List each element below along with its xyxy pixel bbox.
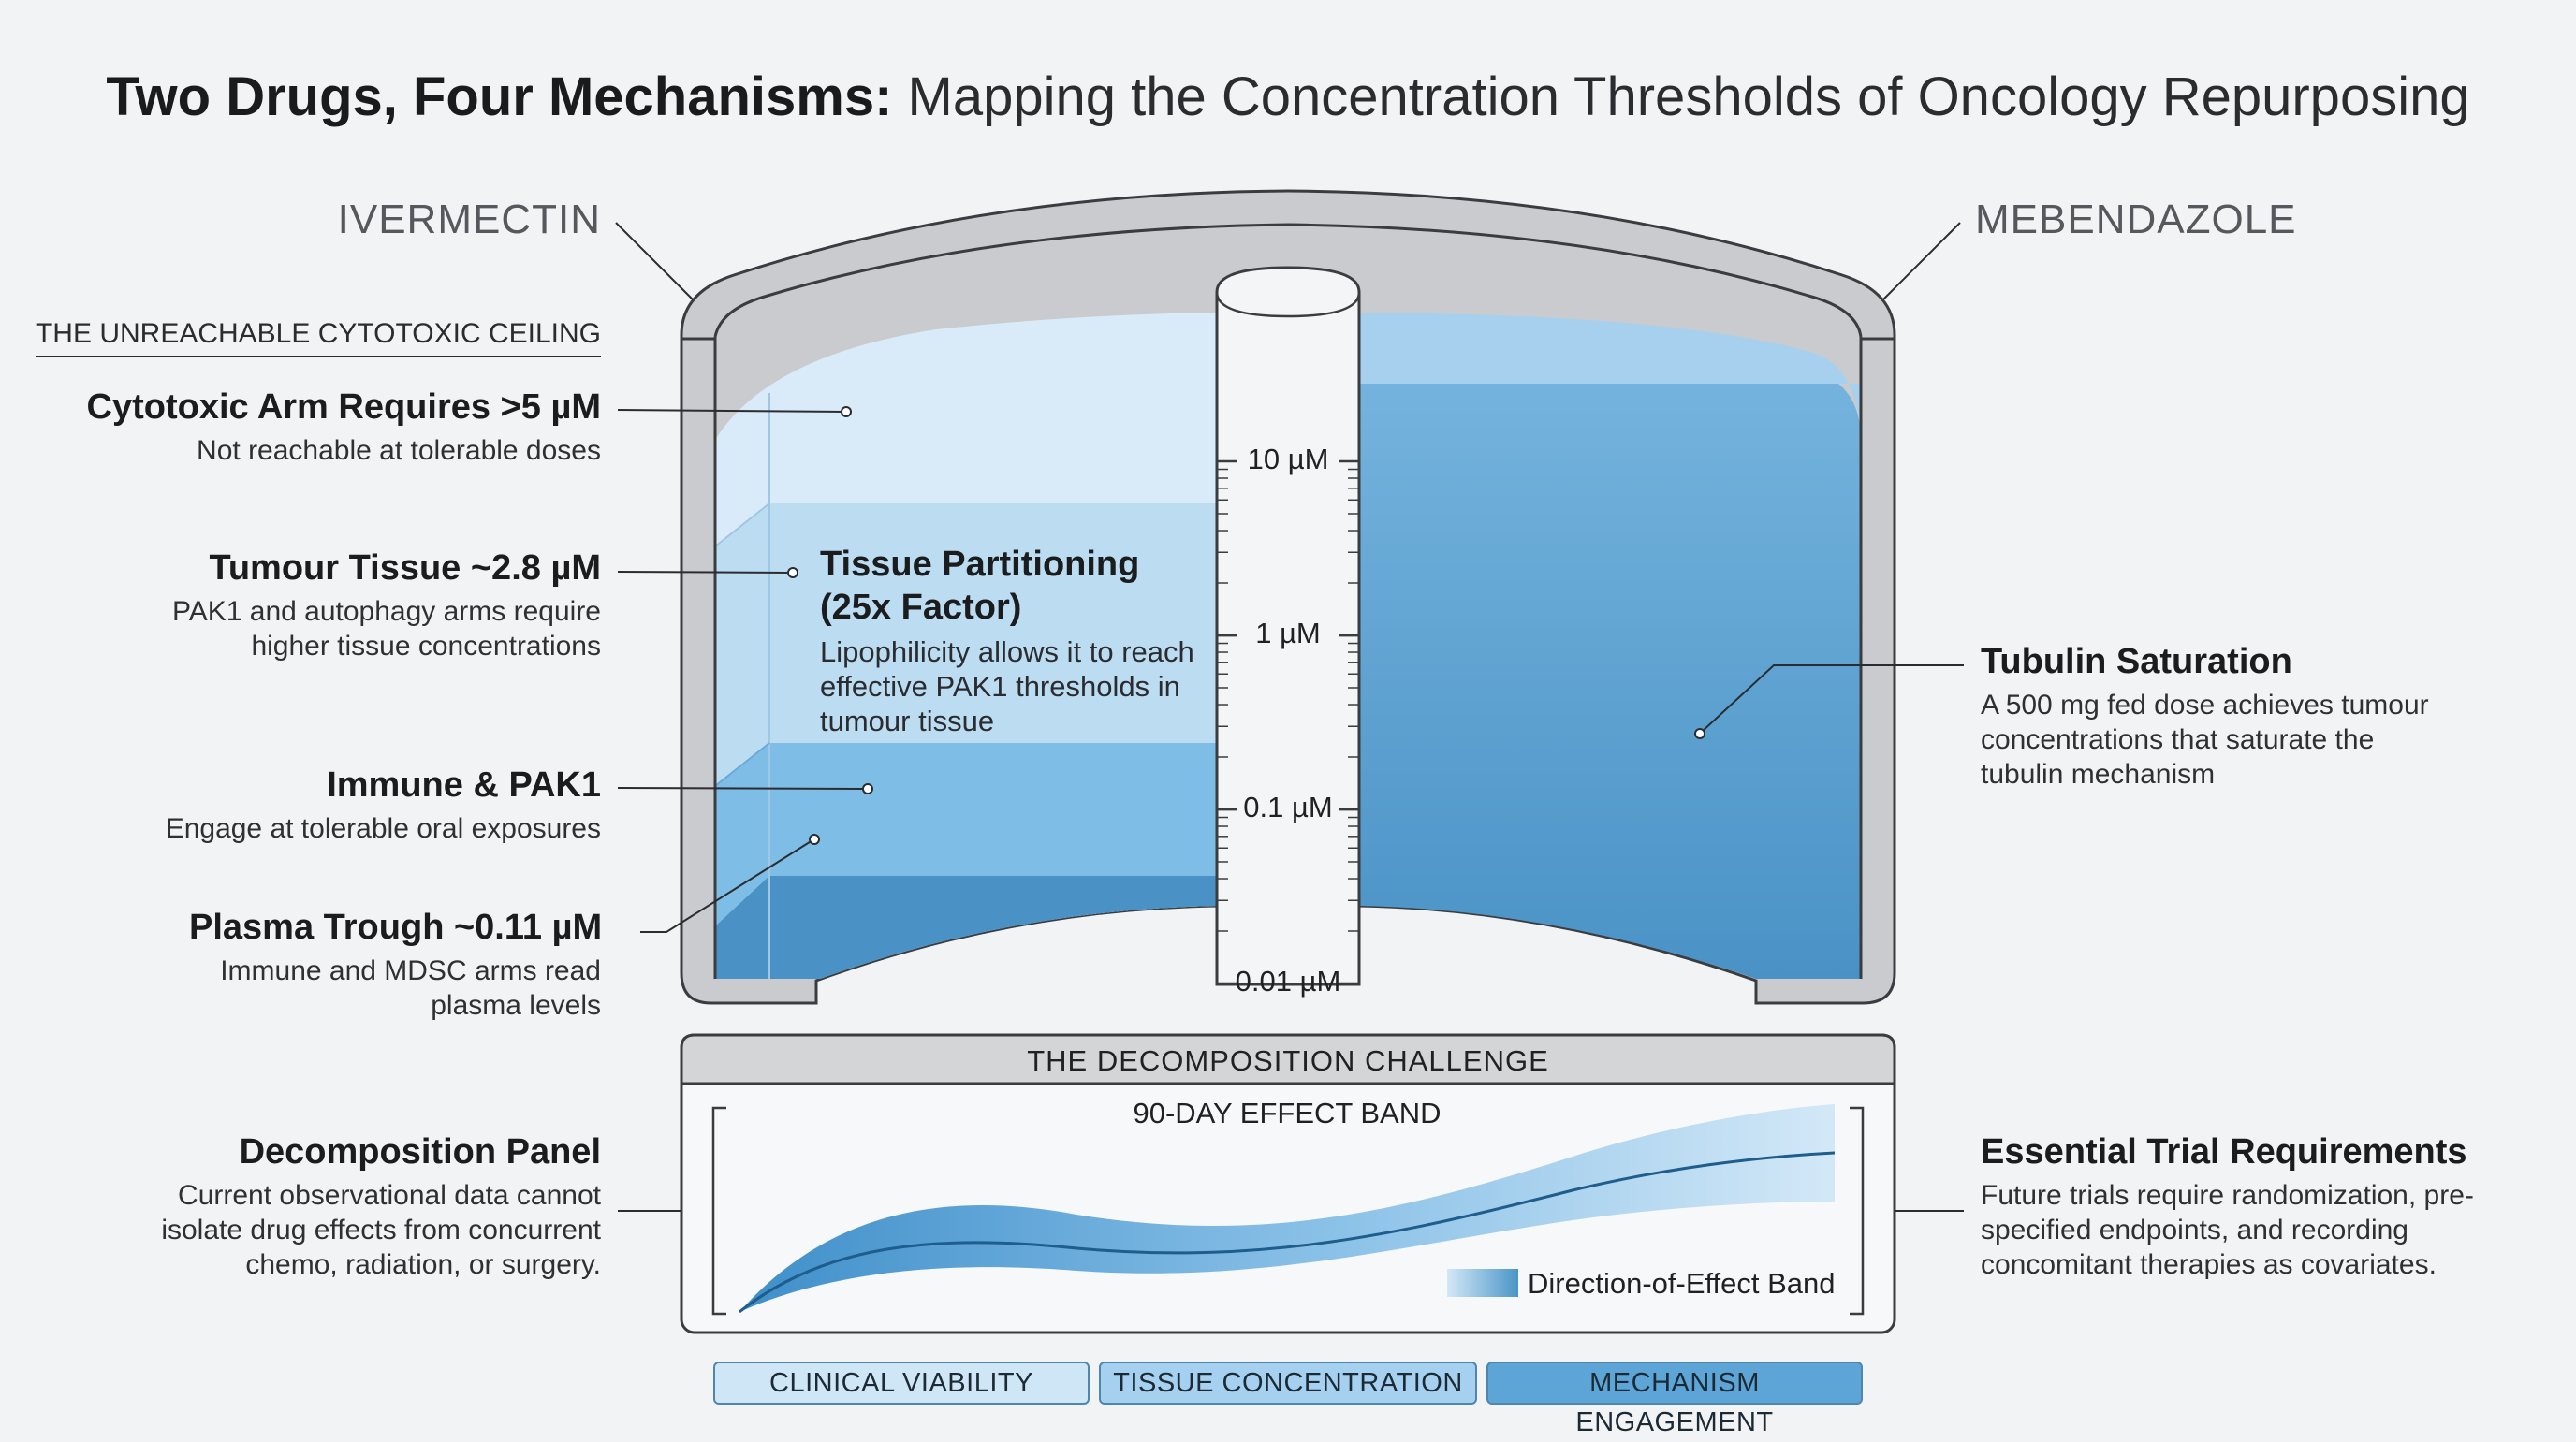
- page-title: Two Drugs, Four Mechanisms: Mapping the …: [106, 66, 2470, 127]
- layer-plasma-region: [715, 876, 1217, 979]
- effect-band: [739, 1104, 1835, 1312]
- ceiling-label: THE UNREACHABLE CYTOTOXIC CEILING: [35, 318, 601, 357]
- mebendazole-liquid: [1359, 384, 1861, 979]
- label-immune-pak1: Immune & PAK1 Engage at tolerable oral e…: [165, 765, 601, 844]
- band-title: 90-DAY EFFECT BAND: [1133, 1097, 1442, 1129]
- panel-title: THE DECOMPOSITION CHALLENGE: [1027, 1044, 1549, 1077]
- label-decomposition-panel: Decomposition Panel Current observationa…: [161, 1132, 601, 1280]
- label-tubulin-saturation: Tubulin Saturation A 500 mg fed dose ach…: [1981, 642, 2429, 790]
- label-tumour-tissue: Tumour Tissue ~2.8 µM PAK1 and autophagy…: [171, 548, 601, 662]
- label-trial-requirements: Essential Trial Requirements Future tria…: [1981, 1132, 2474, 1280]
- tissue-partitioning-note: Tissue Partitioning (25x Factor) Lipophi…: [820, 545, 1194, 737]
- pill-mechanism-engagement: MECHANISM ENGAGEMENT: [1486, 1362, 1863, 1437]
- measuring-tube: [1215, 266, 1361, 986]
- tick-label: 0.1 µM: [1243, 791, 1333, 823]
- pill-clinical-viability: CLINICAL VIABILITY: [713, 1362, 1090, 1405]
- mebendazole-liquid-top: [1359, 313, 1861, 440]
- scale-ticks: [1217, 459, 1359, 985]
- drug-label-ivermectin: IVERMECTIN: [337, 197, 601, 242]
- drug-label-mebendazole: MEBENDAZOLE: [1975, 197, 2297, 242]
- label-cytotoxic-arm: Cytotoxic Arm Requires >5 µM Not reachab…: [86, 387, 601, 466]
- label-plasma-trough: Plasma Trough ~0.11 µM Immune and MDSC a…: [189, 908, 603, 1021]
- effect-band-centerline: [739, 1151, 1836, 1314]
- legend-label: Direction-of-Effect Band: [1528, 1267, 1836, 1300]
- legend-swatch: [1447, 1269, 1518, 1297]
- leader-lines: [615, 222, 1964, 1212]
- tick-label: 0.01 µM: [1235, 965, 1341, 998]
- pill-tissue-concentration: TISSUE CONCENTRATION: [1099, 1362, 1477, 1405]
- tick-label: 10 µM: [1247, 443, 1329, 475]
- tick-label: 1 µM: [1255, 617, 1321, 649]
